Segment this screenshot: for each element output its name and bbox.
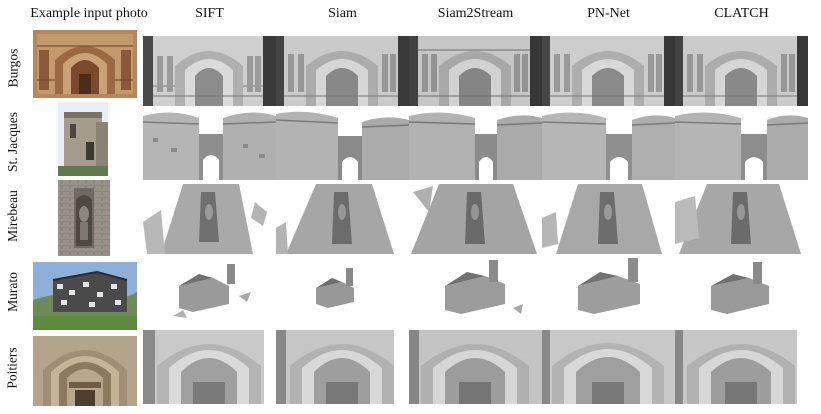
result-burgos-siam — [276, 36, 409, 106]
result-st-jacques-siam2stream — [409, 108, 542, 180]
header-method-siam: Siam — [328, 6, 357, 21]
result-mirebeau-sift — [143, 182, 276, 254]
result-st-jacques-siam — [276, 108, 409, 180]
result-burgos-sift — [143, 36, 276, 106]
photo-mirebeau — [58, 180, 110, 256]
result-murato-pnnet — [542, 256, 675, 328]
result-murato-siam2stream — [409, 256, 542, 328]
photo-poitiers — [33, 336, 137, 406]
header-method-pnnet: PN-Net — [587, 6, 630, 21]
header-method-sift: SIFT — [195, 6, 224, 21]
result-murato-sift — [143, 256, 276, 328]
result-st-jacques-clatch — [675, 108, 808, 180]
result-poitiers-clatch — [675, 330, 808, 404]
photo-burgos — [33, 30, 137, 98]
row-label-burgos: Burgos — [5, 48, 21, 88]
result-mirebeau-pnnet — [542, 182, 675, 254]
result-burgos-pnnet — [542, 36, 675, 106]
result-mirebeau-siam — [276, 182, 409, 254]
header-method-siam2stream: Siam2Stream — [437, 6, 514, 21]
result-poitiers-siam — [276, 330, 409, 404]
result-mirebeau-clatch — [675, 182, 808, 254]
row-label-mirebeau: Mirebeau — [5, 190, 21, 242]
photo-st-jacques — [58, 102, 108, 176]
result-mirebeau-siam2stream — [409, 182, 542, 254]
row-label-murato: Murato — [5, 272, 20, 312]
result-murato-siam — [276, 256, 409, 328]
result-poitiers-pnnet — [542, 330, 675, 404]
photo-murato — [33, 262, 137, 330]
result-burgos-siam2stream — [409, 36, 542, 106]
result-st-jacques-pnnet — [542, 108, 675, 180]
header-photo-column: Example input photo — [30, 6, 148, 21]
result-burgos-clatch — [675, 36, 808, 106]
result-poitiers-sift — [143, 330, 276, 404]
row-label-st-jacques: St. Jacques — [5, 112, 20, 172]
result-murato-clatch — [675, 256, 808, 328]
result-poitiers-siam2stream — [409, 330, 542, 404]
row-label-poitiers: Poitiers — [5, 347, 21, 389]
result-st-jacques-sift — [143, 108, 276, 180]
header-method-clatch: CLATCH — [714, 6, 769, 21]
